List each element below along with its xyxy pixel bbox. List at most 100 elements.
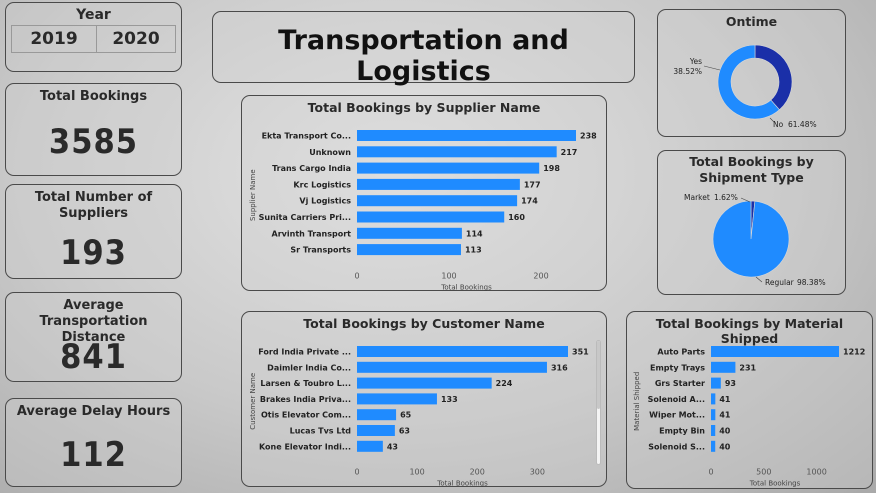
supplier-data-label: 238 bbox=[580, 132, 597, 141]
supplier-category-label: Trans Cargo India bbox=[272, 164, 351, 173]
shipment-chart-title: Total Bookings by Shipment Type bbox=[689, 154, 814, 185]
year-option-2020[interactable]: 2020 bbox=[96, 25, 176, 53]
ontime-no-label: No bbox=[773, 120, 784, 129]
supplier-data-label: 113 bbox=[465, 246, 482, 255]
customer-category-label: Kone Elevator Indi... bbox=[259, 442, 351, 451]
kpi-total-bookings-label: Total Bookings bbox=[39, 89, 148, 104]
material-category-label: Solenoid A... bbox=[648, 395, 705, 404]
customer-data-label: 351 bbox=[572, 348, 589, 357]
supplier-data-label: 198 bbox=[543, 164, 560, 173]
supplier-category-label: Sr Transports bbox=[290, 246, 351, 255]
customer-bar bbox=[357, 425, 395, 436]
supplier-bar bbox=[357, 178, 520, 190]
customer-chart: Ford India Private ... 351 Daimler India C… bbox=[249, 346, 589, 488]
customer-bar bbox=[357, 377, 492, 389]
supplier-data-label: 217 bbox=[561, 148, 578, 157]
customer-data-label: 224 bbox=[496, 379, 513, 388]
material-x-tick-label: 500 bbox=[756, 468, 771, 477]
supplier-data-label: 160 bbox=[508, 213, 525, 222]
customer-bar bbox=[357, 409, 397, 421]
customer-x-tick-label: 100 bbox=[409, 468, 424, 477]
shipment-market-leader bbox=[740, 197, 751, 203]
kpi-total-bookings-value: 3585 bbox=[48, 122, 139, 162]
material-category-label: Empty Trays bbox=[650, 363, 705, 372]
kpi-suppliers: Total Number of Suppliers 193 bbox=[5, 184, 182, 279]
supplier-data-label: 114 bbox=[466, 229, 483, 238]
material-bar bbox=[711, 409, 716, 421]
kpi-distance: Average Transportation Distance 841 bbox=[5, 292, 182, 382]
customer-bar bbox=[357, 361, 547, 373]
material-bar bbox=[711, 361, 736, 373]
material-category-label: Empty Bin bbox=[659, 427, 705, 436]
supplier-category-label: Krc Logistics bbox=[293, 180, 351, 189]
kpi-suppliers-label: Total Number of Suppliers bbox=[34, 190, 153, 221]
kpi-total-bookings: Total Bookings 3585 bbox=[5, 83, 182, 176]
dashboard-title-card: Transportation and Logistics bbox=[212, 11, 635, 87]
ontime-slice-yes bbox=[754, 44, 793, 111]
customer-bar bbox=[357, 346, 568, 357]
shipment-slice-regular bbox=[712, 200, 790, 278]
material-category-label: Solenoid S... bbox=[648, 442, 705, 451]
ontime-no-value: 61.48% bbox=[788, 120, 817, 129]
shipment-chart-card: Total Bookings by Shipment Type Market 1.… bbox=[657, 150, 846, 295]
year-label: Year bbox=[76, 7, 111, 23]
year-slicer: Year 2019 2020 bbox=[5, 2, 182, 72]
material-category-label: Wiper Mot... bbox=[649, 411, 705, 420]
customer-data-label: 65 bbox=[400, 411, 412, 420]
customer-y-axis-label: Customer Name bbox=[249, 373, 257, 430]
supplier-category-label: Ekta Transport Co... bbox=[262, 132, 351, 141]
ontime-yes-label: Yes bbox=[689, 57, 702, 66]
kpi-delay: Average Delay Hours 112 bbox=[5, 398, 182, 487]
shipment-market-value: 1.62% bbox=[714, 193, 738, 202]
supplier-chart: Ekta Transport Co... 238 Unknown 217 Trans C… bbox=[249, 130, 597, 291]
material-x-axis-label: Total Bookings bbox=[749, 480, 801, 488]
material-chart-title: Total Bookings by Material Shipped bbox=[655, 316, 844, 346]
supplier-data-label: 177 bbox=[524, 180, 541, 189]
supplier-bar bbox=[357, 211, 505, 223]
material-data-label: 1212 bbox=[843, 348, 865, 357]
customer-bar bbox=[357, 393, 437, 405]
material-bar bbox=[711, 440, 716, 452]
supplier-category-label: Arvinth Transport bbox=[272, 229, 352, 238]
customer-category-label: Brakes India Priva... bbox=[260, 395, 351, 404]
supplier-x-tick-label: 100 bbox=[441, 271, 456, 280]
customer-x-tick-label: 0 bbox=[354, 468, 359, 477]
customer-chart-scroll-thumb[interactable] bbox=[597, 341, 600, 409]
kpi-suppliers-value: 193 bbox=[60, 233, 127, 273]
customer-x-tick-label: 200 bbox=[470, 468, 485, 477]
supplier-data-label: 174 bbox=[521, 197, 538, 206]
customer-data-label: 63 bbox=[399, 427, 410, 436]
customer-category-label: Daimler India Co... bbox=[267, 363, 351, 372]
supplier-bar bbox=[357, 227, 462, 239]
ontime-chart-card: Ontime Yes 38.52% No 61.48% bbox=[657, 9, 846, 137]
supplier-category-label: Sunita Carriers Pri... bbox=[259, 213, 351, 222]
shipment-chart: Market 1.62% Regular 98.38% bbox=[684, 193, 826, 287]
material-bar bbox=[711, 393, 716, 405]
customer-data-label: 43 bbox=[387, 442, 398, 451]
material-category-label: Grs Starter bbox=[655, 379, 705, 388]
supplier-category-label: Vj Logistics bbox=[299, 197, 351, 206]
material-chart-card: Total Bookings by Material Shipped Auto … bbox=[626, 311, 873, 489]
ontime-yes-leader bbox=[703, 65, 721, 71]
kpi-distance-label: Average Transportation Distance bbox=[39, 298, 148, 345]
material-y-axis-label: Material Shipped bbox=[633, 372, 641, 431]
kpi-delay-label: Average Delay Hours bbox=[16, 404, 171, 419]
customer-category-label: Ford India Private ... bbox=[258, 348, 351, 357]
material-data-label: 41 bbox=[719, 395, 731, 404]
customer-chart-card: Total Bookings by Customer Name Ford Ind… bbox=[241, 311, 607, 488]
supplier-bar bbox=[357, 130, 576, 141]
customer-data-label: 133 bbox=[441, 395, 458, 404]
customer-chart-scrollbar[interactable] bbox=[596, 340, 601, 465]
year-option-2019[interactable]: 2019 bbox=[11, 25, 97, 53]
shipment-regular-label: Regular bbox=[765, 278, 795, 287]
customer-x-axis-label: Total Bookings bbox=[436, 480, 488, 488]
material-data-label: 41 bbox=[719, 411, 731, 420]
material-chart: Auto Parts 1212 Empty Trays 231 Grs Starter 9… bbox=[633, 346, 865, 488]
supplier-x-axis-label: Total Bookings bbox=[440, 283, 492, 291]
customer-x-tick-label: 300 bbox=[530, 468, 545, 477]
supplier-bar bbox=[357, 146, 557, 158]
supplier-chart-title: Total Bookings by Supplier Name bbox=[307, 100, 541, 115]
customer-category-label: Larsen & Toubro L... bbox=[260, 379, 351, 388]
ontime-chart-title: Ontime bbox=[725, 14, 778, 29]
